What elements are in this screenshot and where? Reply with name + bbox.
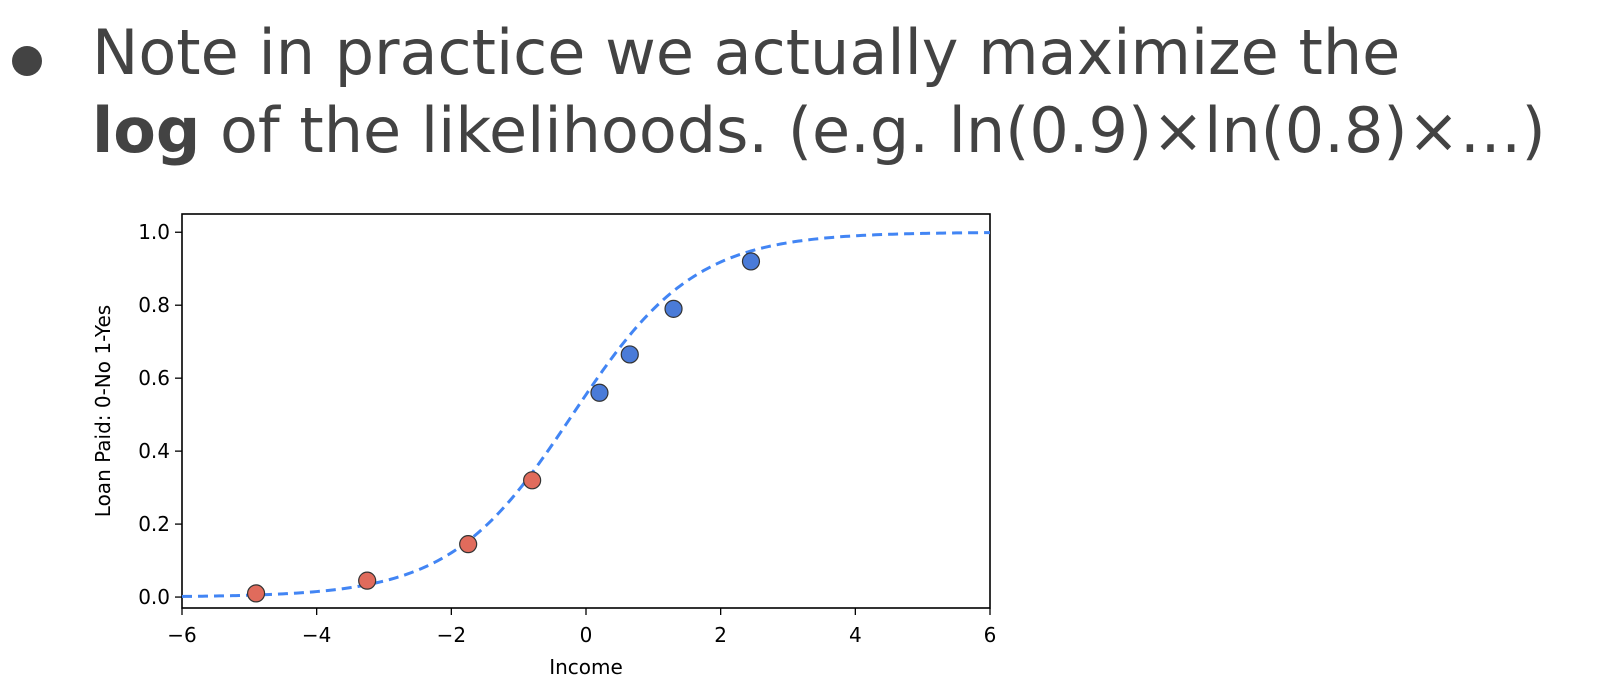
slide-text: Note in practice we actually maximize th… [0,14,1605,170]
y-tick-label: 0.6 [138,366,170,390]
y-tick-label: 0.8 [138,293,170,317]
data-point-yes [620,345,639,364]
x-axis-label: Income [549,655,623,679]
data-point-yes [590,383,609,402]
y-tick-label: 0.4 [138,439,170,463]
data-point-no [246,584,266,603]
y-tick-label: 0.0 [138,585,170,609]
bullet-line-1: Note in practice we actually maximize th… [92,16,1401,89]
bullet-line-2: log of the likelihoods. (e.g. ln(0.9)×ln… [0,92,1605,170]
data-point-yes [664,299,683,318]
chart-layer: −6 −4 −2 0 2 4 6 0.0 0.2 0.4 0.6 0.8 1.0 Income Loan P… [91,213,997,679]
x-tick-label: 4 [849,623,862,647]
y-tick-label: 1.0 [138,220,170,244]
x-tick-label: −2 [437,623,466,647]
x-tick-label: −4 [302,623,331,647]
x-tick-label: 0 [580,623,593,647]
data-point-yes [741,252,761,271]
y-tick-label: 0.2 [138,512,170,536]
x-tick-label: 6 [984,623,997,647]
bullet-item: Note in practice we actually maximize th… [0,14,1605,92]
data-point-no [358,571,377,590]
plot-frame [181,213,991,609]
x-tick-label: 2 [714,623,727,647]
bullet-line-2-text: of the likelihoods. (e.g. ln(0.9)×ln(0.8… [200,94,1546,167]
data-point-no [459,535,478,554]
y-axis-label: Loan Paid: 0-No 1-Yes [91,305,115,517]
bullet-icon [12,46,42,76]
x-tick-label: −6 [167,623,196,647]
logistic-curve [181,231,991,598]
bold-word-log: log [92,94,201,167]
data-point-no [523,471,542,490]
